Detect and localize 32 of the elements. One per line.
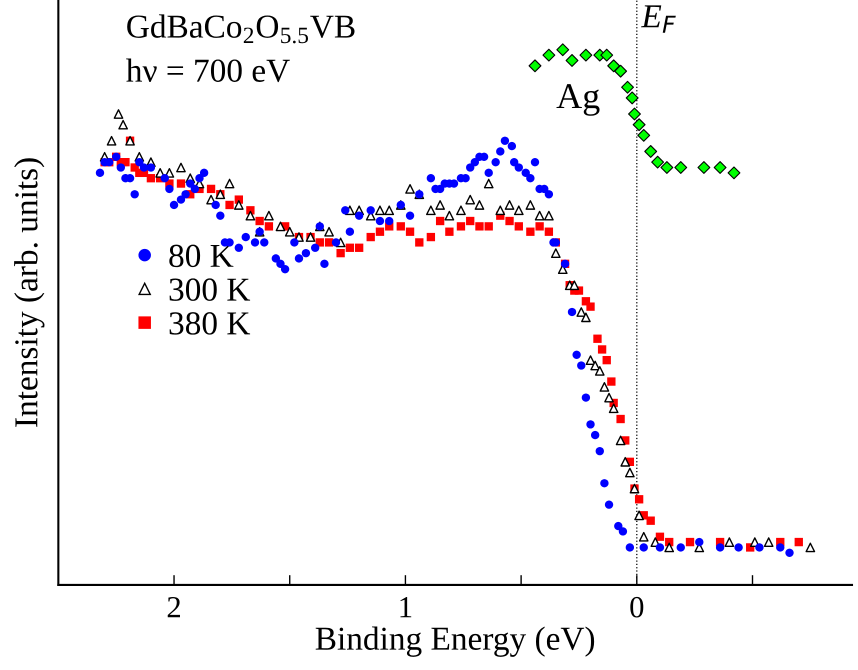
ref-line-label: E$_{F}$ <box>641 5 676 33</box>
point <box>651 156 664 169</box>
y-axis-title: Intensity (arb. units) <box>14 158 44 427</box>
point <box>556 43 570 56</box>
point <box>632 118 646 132</box>
text: GdBaCo$_{2}$O$_{5.5}$VB <box>127 14 355 44</box>
point <box>621 80 634 94</box>
point <box>714 161 727 174</box>
annotation: Ag <box>556 84 600 116</box>
point <box>542 48 556 62</box>
point <box>697 161 710 174</box>
point <box>644 144 658 158</box>
legend-label: 380 K <box>170 312 250 335</box>
legend-label: 80 K <box>169 244 234 268</box>
point <box>528 59 542 72</box>
x-axis-title: Binding Energy (eV) <box>316 626 594 657</box>
point <box>674 161 688 174</box>
legend-label: 300 K <box>170 278 250 301</box>
point <box>566 54 578 67</box>
point <box>728 166 740 180</box>
point <box>637 128 650 142</box>
point <box>614 64 628 78</box>
x-tick-label: 2 <box>168 596 180 618</box>
point <box>626 91 639 104</box>
point <box>607 59 620 72</box>
point <box>600 48 614 62</box>
point <box>660 161 674 174</box>
annotation: hν = 700 eV <box>126 58 290 82</box>
point <box>579 48 592 62</box>
point <box>628 108 641 120</box>
x-tick-label: 0 <box>630 596 644 618</box>
x-tick-label: 1 <box>400 597 412 618</box>
